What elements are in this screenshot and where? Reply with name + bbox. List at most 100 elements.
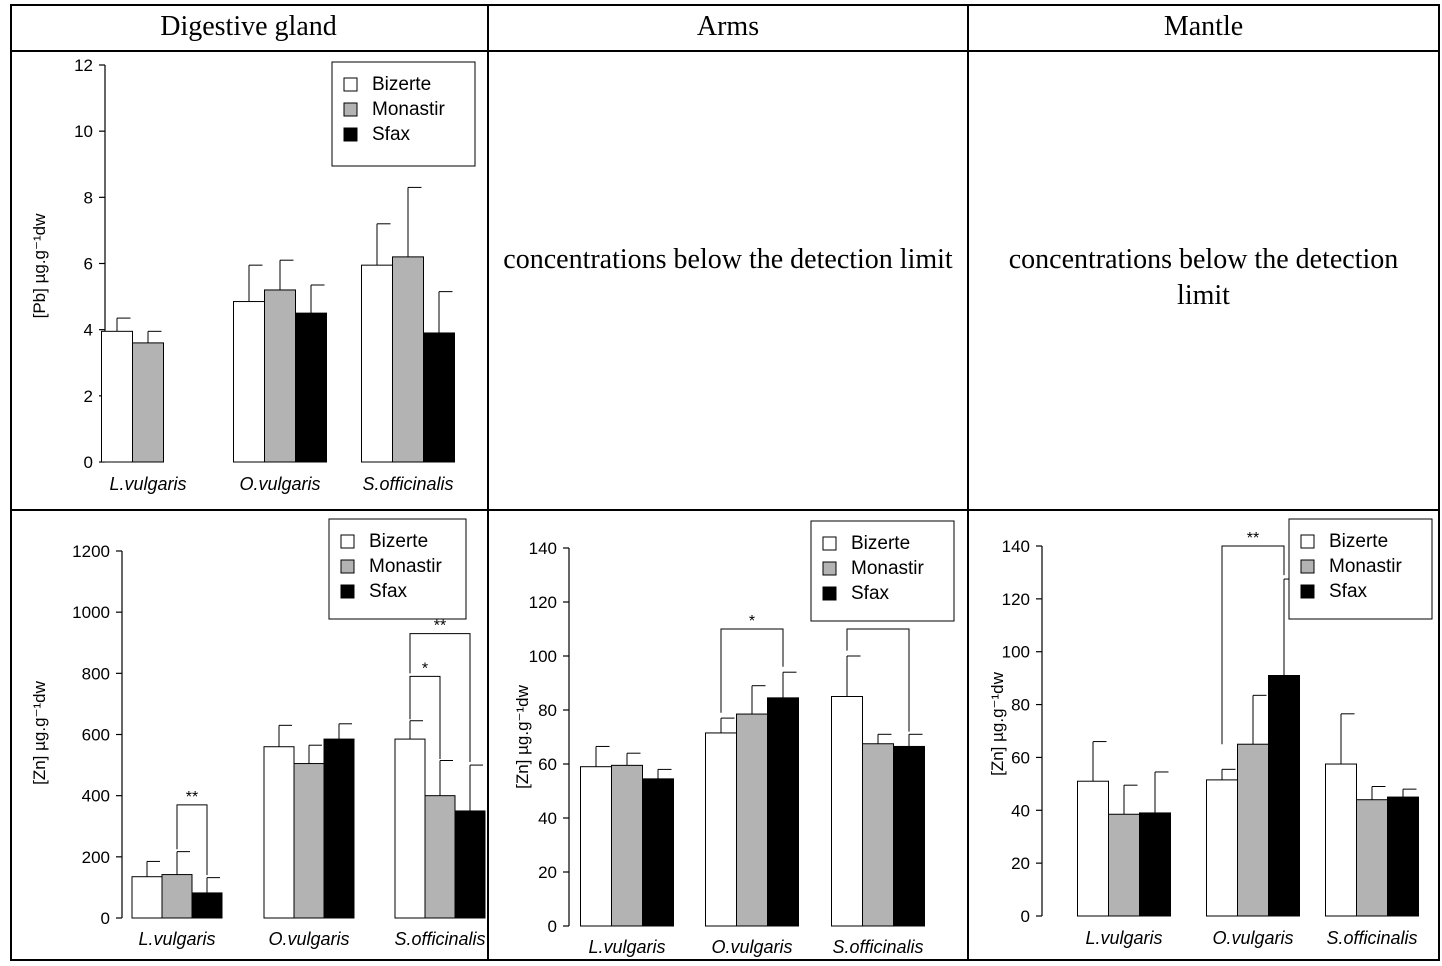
- y-tick-label: 100: [1002, 643, 1030, 662]
- significance-label: *: [749, 613, 755, 630]
- y-tick-label: 140: [529, 539, 557, 558]
- chart-zn-digestive: 0 200 400 600 800 1000 1200 [Zn] µg.g⁻¹dw L.vulg…: [30, 518, 486, 949]
- bar-monastir: [161, 874, 193, 919]
- bar-monastir: [132, 342, 164, 463]
- significance-bracket: [409, 633, 471, 763]
- bar-bizerte: [101, 330, 133, 463]
- legend-label-bizerte: Bizerte: [1329, 531, 1388, 552]
- cell-pb-mantle: concentrations below the detection limit: [969, 52, 1440, 511]
- significance-label: **: [434, 618, 446, 635]
- significance-bracket: [409, 675, 441, 759]
- bar-sfax: [295, 312, 327, 463]
- y-tick-label: 2: [84, 387, 93, 406]
- y-axis-label: [Pb] µg.g⁻¹dw: [30, 213, 49, 318]
- y-tick-label: 4: [84, 321, 93, 340]
- significance-label: *: [422, 660, 428, 677]
- header-arms: Arms: [489, 4, 969, 52]
- y-axis-label: [Zn] µg.g⁻¹dw: [513, 684, 532, 789]
- x-category-label: S.officinalis: [362, 474, 453, 494]
- y-tick-label: 10: [74, 122, 93, 141]
- cell-pb-arms: concentrations below the detection limit: [489, 52, 969, 511]
- bar-monastir: [1356, 799, 1388, 917]
- y-tick-label: 400: [82, 787, 110, 806]
- bar-sfax: [191, 892, 223, 919]
- y-tick-label: 1200: [72, 542, 110, 561]
- y-tick-label: 80: [538, 701, 557, 720]
- y-tick-label: 100: [529, 647, 557, 666]
- legend-swatch-monastir: [343, 102, 358, 117]
- bar-bizerte: [831, 696, 863, 927]
- bar-bizerte: [1206, 779, 1238, 917]
- legend-label-sfax: Sfax: [372, 124, 411, 145]
- y-tick-label: 6: [84, 255, 93, 274]
- bar-monastir: [264, 289, 296, 463]
- legend-label-monastir: Monastir: [369, 556, 443, 577]
- bar-monastir: [392, 256, 424, 463]
- y-tick-label: 800: [82, 664, 110, 683]
- chart-zn-arms: 0 20 40 60 80 100 120 140 [Zn] µg.g⁻¹dw L.vulgari…: [513, 520, 955, 957]
- y-tick-label: 20: [538, 863, 557, 882]
- header-mantle: Mantle: [969, 4, 1440, 52]
- bar-monastir: [611, 764, 643, 927]
- bar-bizerte: [361, 264, 393, 463]
- x-category-label: O.vulgaris: [711, 937, 792, 957]
- chart-pb-digestive: 0 2 4 6 8 10 12 [Pb] µg.g⁻¹dw L.vulgaris O.vulgar…: [30, 56, 476, 494]
- x-category-label: L.vulgaris: [1085, 928, 1162, 948]
- y-tick-label: 0: [1021, 907, 1030, 926]
- y-axis-label: [Zn] µg.g⁻¹dw: [30, 680, 49, 785]
- bar-sfax: [1139, 812, 1171, 917]
- cell-zn-mantle: 0 20 40 60 80 100 120 140 [Zn] µg.g⁻¹dw L.vulgari…: [969, 511, 1440, 961]
- significance-label: **: [186, 789, 198, 806]
- y-tick-label: 0: [548, 917, 557, 936]
- bar-sfax: [1268, 675, 1300, 917]
- legend-label-monastir: Monastir: [851, 558, 925, 579]
- bar-bizerte: [1325, 763, 1357, 917]
- bar-sfax: [767, 697, 799, 927]
- y-tick-label: 120: [529, 593, 557, 612]
- significance-bracket: [720, 628, 784, 713]
- y-tick-label: 20: [1011, 854, 1030, 873]
- bar-bizerte: [580, 766, 612, 927]
- significance-bracket: [846, 628, 910, 732]
- bar-monastir: [862, 743, 894, 927]
- bar-monastir: [1237, 743, 1269, 917]
- x-category-label: S.officinalis: [394, 929, 485, 949]
- legend-label-sfax: Sfax: [369, 581, 408, 602]
- legend-swatch-bizerte: [340, 534, 355, 549]
- cell-zn-digestive: 0 200 400 600 800 1000 1200 [Zn] µg.g⁻¹dw L.vulg…: [10, 511, 489, 961]
- bar-monastir: [293, 763, 325, 919]
- legend-label-bizerte: Bizerte: [369, 531, 428, 552]
- bar-monastir: [1108, 813, 1140, 917]
- bar-monastir: [424, 795, 456, 919]
- legend-swatch-bizerte: [1300, 534, 1315, 549]
- detection-limit-note-arms: concentrations below the detection limit: [503, 244, 953, 275]
- header-digestive-gland: Digestive gland: [10, 4, 489, 52]
- legend-label-monastir: Monastir: [372, 99, 446, 120]
- bar-bizerte: [131, 876, 163, 919]
- significance-bracket: [176, 804, 208, 876]
- y-tick-label: 140: [1002, 537, 1030, 556]
- bar-sfax: [423, 332, 455, 463]
- bar-sfax: [642, 778, 674, 927]
- y-tick-label: 0: [84, 453, 93, 472]
- bar-bizerte: [1077, 780, 1109, 917]
- significance-label: **: [1247, 530, 1259, 547]
- detection-limit-note-mantle: concentrations below the detection limit: [1008, 244, 1399, 311]
- significance-bracket: [1221, 545, 1285, 745]
- y-tick-label: 1000: [72, 603, 110, 622]
- cell-zn-arms: 0 20 40 60 80 100 120 140 [Zn] µg.g⁻¹dw L.vulgari…: [489, 511, 969, 961]
- y-tick-label: 120: [1002, 590, 1030, 609]
- y-tick-label: 80: [1011, 696, 1030, 715]
- bar-monastir: [736, 713, 768, 927]
- bar-sfax: [893, 745, 925, 927]
- x-category-label: O.vulgaris: [268, 929, 349, 949]
- y-tick-label: 40: [538, 809, 557, 828]
- bar-bizerte: [394, 738, 426, 919]
- x-category-label: O.vulgaris: [239, 474, 320, 494]
- x-category-label: L.vulgaris: [138, 929, 215, 949]
- legend-label-bizerte: Bizerte: [372, 74, 431, 95]
- bar-sfax: [454, 810, 486, 919]
- legend-label-sfax: Sfax: [1329, 581, 1368, 602]
- y-tick-label: 60: [538, 755, 557, 774]
- bar-bizerte: [263, 746, 295, 919]
